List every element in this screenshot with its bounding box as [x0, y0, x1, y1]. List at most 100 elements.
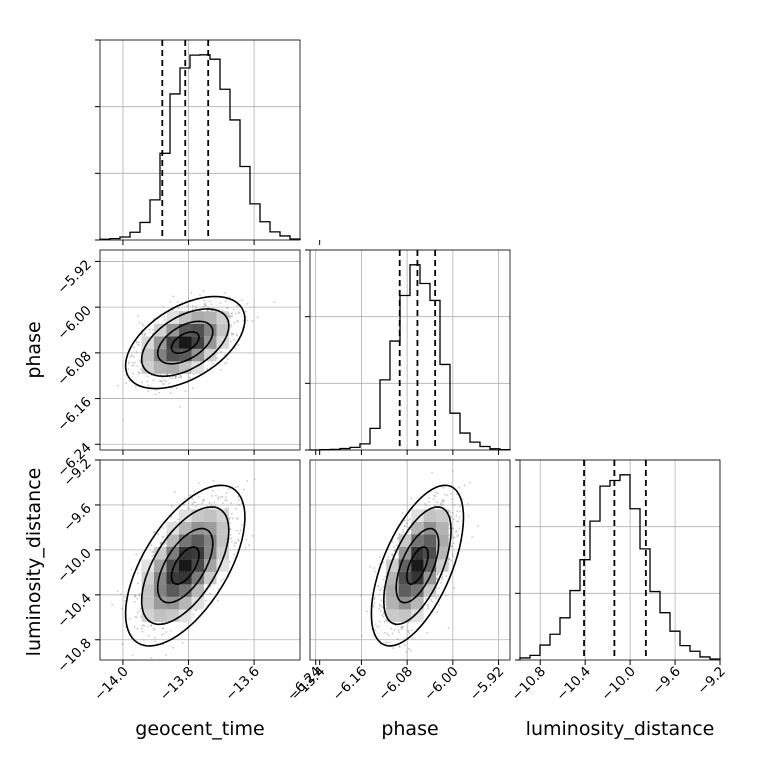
density-block [411, 534, 424, 547]
sample-point [205, 304, 208, 307]
density-block [423, 584, 437, 597]
sample-point [398, 645, 401, 648]
hist-step-luminosity_distance [519, 474, 721, 660]
sample-point [435, 597, 438, 600]
sample-point [137, 373, 140, 375]
sample-point [161, 380, 164, 383]
hist-step-geocent_time [99, 54, 301, 240]
sample-point [233, 542, 236, 545]
sample-point [237, 312, 240, 315]
sample-point [203, 305, 205, 308]
sample-point [376, 625, 379, 628]
sample-point [165, 654, 168, 657]
sample-point [229, 315, 232, 318]
sample-point [228, 522, 231, 525]
sample-point [446, 494, 449, 497]
sample-point [402, 662, 404, 664]
density-block [178, 546, 192, 560]
sample-point [136, 572, 139, 575]
sample-point [173, 491, 176, 493]
sample-point [189, 376, 191, 379]
density-block [411, 559, 424, 572]
sample-point [369, 565, 372, 568]
sample-point [453, 504, 456, 506]
sample-point [149, 624, 152, 627]
sample-point [402, 531, 405, 534]
sample-point [448, 523, 451, 526]
sample-point [436, 501, 439, 504]
sample-point [248, 544, 251, 547]
sample-point [161, 536, 164, 539]
sample-point [425, 597, 427, 600]
sample-point [411, 637, 414, 640]
sample-point [135, 553, 138, 556]
sample-point [229, 340, 232, 343]
sample-point [130, 354, 133, 357]
sample-point [450, 545, 453, 548]
sample-point [426, 631, 429, 634]
sample-point [437, 603, 440, 606]
sample-point [124, 599, 126, 602]
sample-point [155, 388, 158, 391]
density-block [178, 336, 192, 349]
sample-point [235, 542, 238, 544]
sample-point [379, 620, 381, 623]
sample-point [232, 332, 235, 335]
sample-point [136, 341, 138, 343]
sample-point [441, 578, 443, 581]
sample-point [234, 486, 237, 489]
sample-point [146, 625, 149, 628]
sample-point [133, 625, 136, 628]
sample-point [219, 496, 222, 499]
sample-point [378, 607, 381, 610]
density-block [178, 559, 192, 572]
sample-point [166, 373, 169, 376]
sample-point [136, 627, 139, 630]
sample-point [440, 503, 443, 506]
sample-point [139, 359, 141, 362]
sample-point [238, 311, 241, 314]
contour-level-1 [170, 546, 200, 586]
density-block [216, 534, 229, 547]
sample-point [242, 488, 245, 491]
contour-level-2 [156, 320, 214, 365]
sample-point [213, 501, 216, 504]
sample-point [221, 495, 224, 498]
sample-point [384, 575, 387, 578]
sample-point [401, 512, 404, 514]
sample-point [231, 312, 234, 315]
sample-point [437, 587, 440, 590]
sample-point [391, 540, 394, 543]
sample-point [153, 628, 156, 631]
sample-point [372, 604, 375, 607]
density-block [191, 571, 204, 585]
sample-point [158, 391, 161, 394]
y-label-luminosity-distance: luminosity_distance [23, 468, 45, 657]
panel-frame [99, 459, 301, 661]
sample-point [378, 556, 381, 559]
sample-point [396, 536, 399, 539]
sample-point [131, 654, 134, 657]
sample-point [455, 515, 458, 517]
sample-point [203, 304, 206, 307]
sample-point [431, 471, 434, 474]
density-block [411, 596, 424, 610]
sample-point [163, 319, 166, 321]
y-tick-label: −9.6 [60, 500, 94, 534]
density-block [191, 546, 204, 560]
sample-point [227, 507, 230, 510]
sample-point [183, 497, 186, 500]
density-block [203, 521, 217, 535]
sample-point [209, 592, 212, 595]
density-block [398, 584, 412, 597]
sample-point [195, 609, 198, 612]
sample-point [230, 325, 233, 328]
sample-point [161, 376, 164, 379]
sample-point [206, 367, 209, 370]
density-block [141, 361, 154, 374]
sample-point [428, 496, 430, 499]
density-block [166, 571, 179, 585]
y-tick-label: −6.00 [54, 303, 95, 344]
sample-point [129, 355, 132, 358]
sample-point [467, 503, 470, 505]
